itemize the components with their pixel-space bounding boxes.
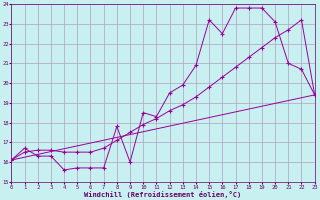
X-axis label: Windchill (Refroidissement éolien,°C): Windchill (Refroidissement éolien,°C)	[84, 191, 242, 198]
